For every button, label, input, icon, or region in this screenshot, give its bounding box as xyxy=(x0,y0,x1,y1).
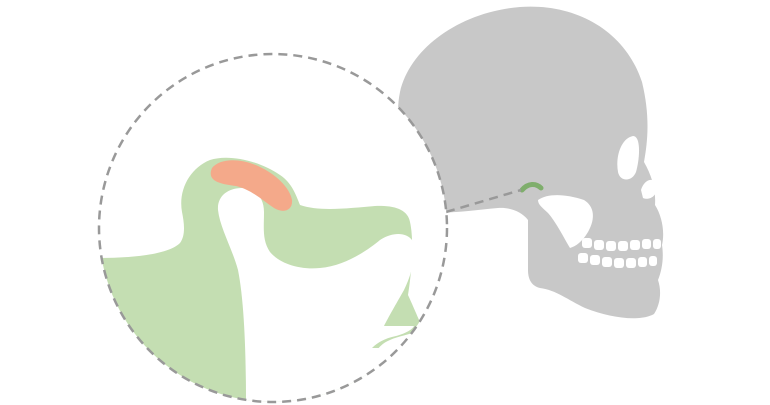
mandibular-notch xyxy=(538,195,593,248)
magnifier-circle xyxy=(97,52,449,404)
eye-socket xyxy=(617,136,640,180)
joint-cavity xyxy=(217,188,414,402)
articular-disc xyxy=(210,160,293,211)
nasal-cavity xyxy=(641,179,658,199)
joint-marker xyxy=(519,182,544,193)
zoom-connector xyxy=(445,188,522,214)
skull-silhouette xyxy=(398,6,664,319)
lower-teeth xyxy=(578,253,657,268)
magnified-joint xyxy=(99,54,447,402)
upper-teeth xyxy=(582,238,661,251)
